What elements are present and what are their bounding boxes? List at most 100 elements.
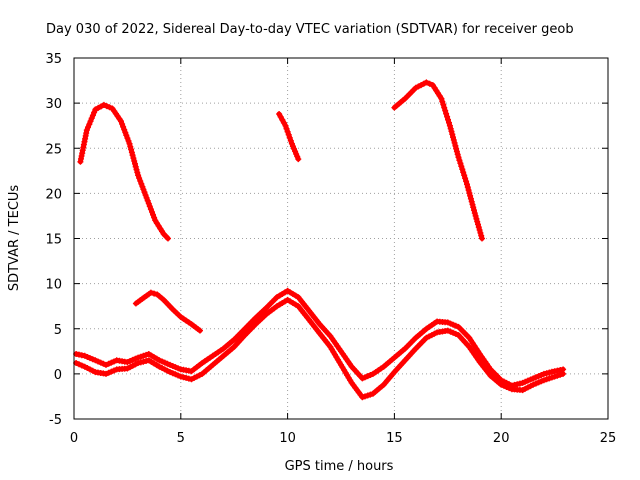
- data-point: [87, 355, 93, 362]
- data-point: [141, 189, 148, 196]
- data-point: [156, 363, 163, 370]
- data-point: [122, 129, 129, 136]
- data-point: [551, 373, 558, 380]
- data-point: [137, 178, 144, 184]
- data-point: [543, 370, 550, 377]
- data-point: [76, 361, 82, 368]
- data-point: [124, 135, 131, 142]
- data-point: [446, 122, 453, 129]
- x-tick-label: 15: [386, 431, 403, 446]
- data-point: [165, 235, 171, 242]
- data-point: [135, 354, 142, 361]
- data-point: [439, 98, 446, 105]
- data-point: [444, 113, 451, 120]
- data-point: [453, 148, 460, 155]
- data-point: [86, 121, 93, 128]
- data-point: [461, 172, 468, 179]
- data-point: [364, 373, 371, 380]
- data-point: [362, 374, 368, 381]
- data-point: [535, 379, 542, 386]
- data-point: [133, 166, 140, 173]
- data-point: [169, 370, 176, 377]
- data-point: [444, 319, 451, 326]
- x-tick-label: 0: [70, 431, 78, 446]
- data-point: [453, 145, 460, 152]
- data-point: [124, 359, 131, 366]
- data-point: [477, 229, 484, 236]
- data-point: [125, 137, 132, 144]
- data-point: [118, 118, 124, 125]
- data-point: [177, 373, 184, 380]
- data-point: [438, 95, 445, 102]
- data-point: [476, 227, 483, 233]
- data-point: [128, 149, 135, 156]
- data-point: [156, 357, 163, 364]
- data-point: [466, 190, 473, 196]
- data-point: [130, 155, 137, 162]
- data-point: [143, 351, 150, 358]
- data-point: [506, 385, 513, 392]
- data-point: [451, 139, 458, 146]
- data-point: [167, 369, 174, 376]
- data-point: [105, 369, 112, 376]
- data-point: [147, 206, 154, 213]
- data-point: [464, 184, 471, 191]
- data-point: [120, 123, 127, 130]
- data-point: [444, 327, 451, 334]
- data-point: [151, 290, 158, 297]
- data-point: [364, 392, 371, 399]
- data-point: [452, 142, 459, 149]
- data-point: [474, 218, 481, 225]
- data-point: [516, 380, 523, 387]
- data-point: [127, 143, 134, 150]
- data-point: [138, 180, 145, 187]
- data-point: [132, 163, 139, 170]
- data-point: [164, 360, 171, 367]
- data-point: [535, 373, 542, 380]
- data-point: [282, 122, 289, 129]
- data-point: [81, 352, 88, 359]
- data-point: [459, 166, 466, 173]
- data-point: [498, 381, 505, 388]
- data-point: [426, 80, 433, 87]
- data-point: [467, 195, 474, 202]
- data-point: [443, 110, 450, 117]
- data-point: [87, 366, 93, 373]
- data-point: [134, 169, 141, 176]
- y-tick-label: 5: [54, 323, 62, 338]
- y-axis-label: SDTVAR / TECUs: [7, 185, 22, 292]
- data-point: [103, 361, 109, 368]
- series-main-lower: [73, 296, 567, 401]
- data-point: [286, 134, 293, 141]
- data-point: [128, 146, 135, 153]
- x-axis-label: GPS time / hours: [285, 459, 394, 474]
- data-point: [470, 204, 477, 211]
- data-point: [473, 215, 480, 222]
- data-point: [467, 192, 474, 199]
- data-point: [147, 289, 154, 296]
- data-point: [139, 183, 146, 190]
- data-point: [503, 384, 510, 390]
- data-point: [557, 371, 564, 378]
- data-point: [95, 358, 101, 365]
- data-point: [560, 370, 567, 377]
- data-point: [89, 356, 96, 363]
- data-point: [149, 209, 155, 215]
- data-point: [145, 200, 152, 207]
- data-point: [524, 384, 531, 391]
- data-point: [449, 131, 456, 138]
- data-point: [554, 372, 561, 379]
- x-tick-label: 25: [600, 431, 617, 446]
- data-point: [415, 83, 422, 90]
- data-point: [78, 362, 85, 369]
- data-point: [543, 376, 550, 383]
- data-point: [450, 134, 456, 141]
- data-point: [197, 327, 203, 334]
- data-point: [151, 214, 158, 221]
- series-main-upper: [73, 287, 567, 389]
- data-point: [475, 224, 482, 231]
- data-point: [426, 333, 433, 340]
- data-point: [540, 377, 547, 384]
- data-point: [540, 370, 547, 377]
